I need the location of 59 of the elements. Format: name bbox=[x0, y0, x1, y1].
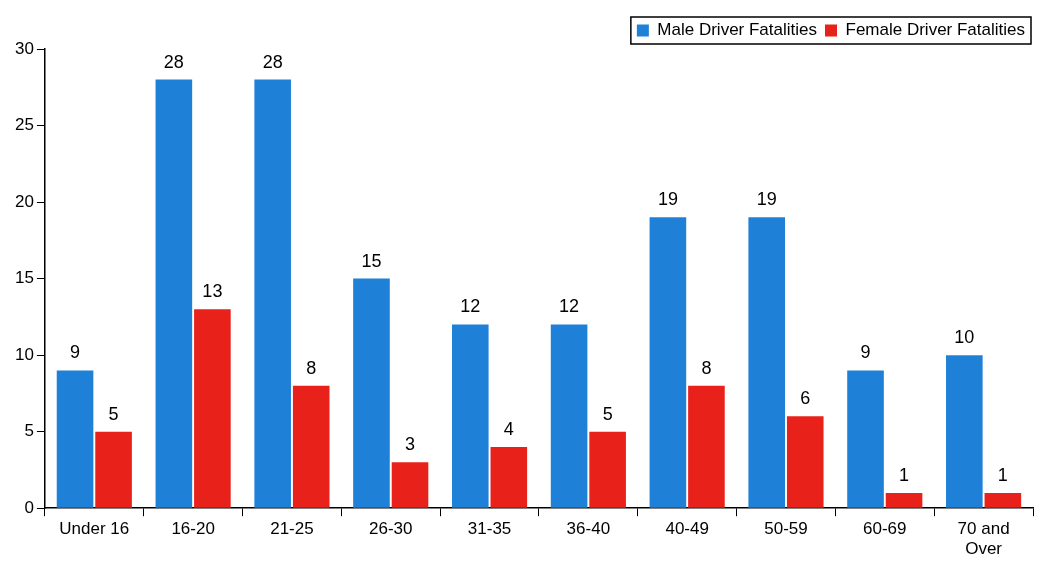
x-tick-label: 16-20 bbox=[171, 519, 215, 539]
y-tick-label: 25 bbox=[14, 115, 34, 135]
data-label: 9 bbox=[70, 342, 81, 363]
bar bbox=[885, 492, 923, 508]
x-tick-label: 36-40 bbox=[566, 519, 611, 539]
data-label: 28 bbox=[262, 51, 283, 72]
bar bbox=[946, 355, 983, 508]
y-tick-label: 15 bbox=[14, 268, 34, 288]
legend-label: Female Driver Fatalities bbox=[845, 20, 1026, 40]
bar bbox=[194, 309, 231, 508]
bar bbox=[748, 217, 786, 508]
x-tick-label: 60-69 bbox=[863, 519, 907, 539]
data-label: 3 bbox=[405, 434, 416, 455]
bar bbox=[984, 492, 1022, 508]
y-tick-label: 20 bbox=[14, 191, 34, 211]
data-label: 5 bbox=[108, 403, 119, 424]
bar bbox=[155, 79, 193, 508]
bar bbox=[95, 431, 132, 508]
data-label: 8 bbox=[306, 357, 317, 378]
data-label: 5 bbox=[602, 403, 613, 424]
legend-label: Male Driver Fatalities bbox=[657, 20, 818, 40]
data-label: 12 bbox=[559, 296, 580, 317]
y-tick-label: 0 bbox=[24, 497, 34, 517]
x-tick-label: 26-30 bbox=[369, 519, 413, 539]
bar bbox=[847, 370, 884, 508]
bar bbox=[451, 324, 489, 508]
x-tick-label: 70 and Over bbox=[957, 519, 1010, 559]
x-tick-label: 21-25 bbox=[270, 519, 314, 539]
data-label: 1 bbox=[899, 464, 910, 485]
bar bbox=[550, 324, 588, 508]
data-label: 28 bbox=[163, 51, 184, 72]
data-label: 4 bbox=[503, 418, 514, 439]
x-tick-label: 31-35 bbox=[467, 519, 512, 539]
bar bbox=[786, 416, 824, 508]
bar bbox=[589, 431, 626, 508]
bar bbox=[490, 446, 528, 508]
bar bbox=[353, 278, 390, 508]
data-label: 8 bbox=[701, 357, 712, 378]
x-tick-label: 40-49 bbox=[665, 519, 709, 539]
bar bbox=[254, 79, 291, 508]
data-label: 12 bbox=[460, 296, 481, 317]
data-label: 6 bbox=[800, 388, 811, 409]
data-label: 13 bbox=[202, 281, 223, 302]
data-label: 15 bbox=[361, 250, 382, 271]
data-label: 10 bbox=[954, 327, 975, 348]
bar bbox=[649, 217, 687, 508]
bar bbox=[292, 385, 330, 508]
data-label: 19 bbox=[756, 189, 777, 210]
x-tick-label: 50-59 bbox=[764, 519, 808, 539]
y-tick-label: 10 bbox=[14, 344, 34, 364]
bar bbox=[56, 370, 94, 508]
bar bbox=[688, 385, 725, 508]
data-label: 9 bbox=[860, 342, 871, 363]
y-tick-label: 30 bbox=[14, 38, 34, 58]
x-tick-label: Under 16 bbox=[59, 519, 130, 539]
data-label: 1 bbox=[997, 464, 1008, 485]
bar bbox=[391, 462, 429, 508]
data-label: 19 bbox=[657, 189, 678, 210]
y-tick-label: 5 bbox=[24, 421, 34, 441]
